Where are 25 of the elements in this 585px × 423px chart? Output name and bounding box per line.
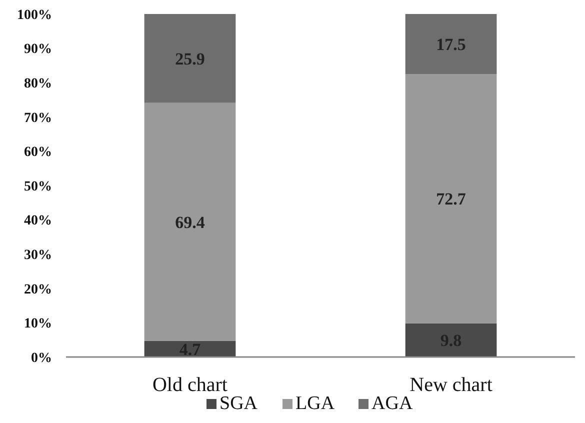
legend-label: AGA [372,393,413,414]
data-label: 69.4 [175,212,206,232]
y-tick-label: 20% [24,282,52,298]
bar [144,102,236,341]
x-tick-label: Old chart [152,374,228,396]
bar [405,323,497,357]
bar [405,74,497,324]
y-tick-label: 40% [24,214,52,229]
y-tick-label: 90% [24,42,52,58]
y-tick-label: 10% [24,316,52,332]
y-tick-label: 70% [24,110,52,126]
legend-label: SGA [220,393,258,414]
data-label: 17.5 [436,34,466,54]
y-tick-label: 80% [24,76,52,92]
data-label: 72.7 [436,190,466,209]
x-tick-label: New chart [410,374,493,396]
y-tick-label: 50% [24,179,52,194]
y-tick-label: 100% [17,8,52,23]
data-label: 25.9 [175,49,205,68]
bar [405,14,497,74]
legend-label: LGA [296,393,335,414]
y-tick-label: 30% [24,248,52,263]
y-tick-label: 60% [24,145,52,160]
bar [144,14,236,103]
y-tick-label: 0% [31,350,52,366]
